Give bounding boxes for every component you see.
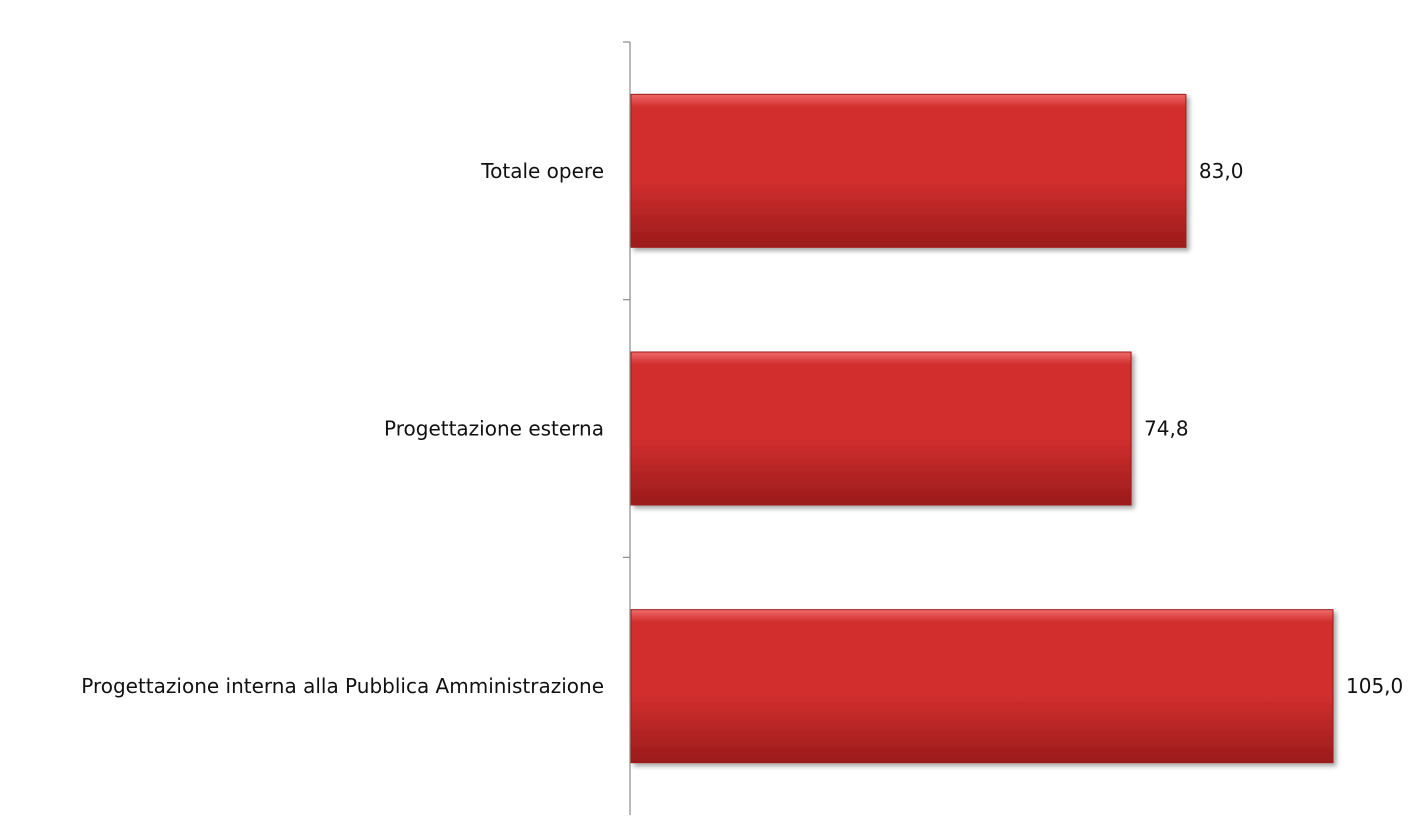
bars-layer [630,93,1334,764]
category-label-2: Progettazione interna alla Pubblica Ammi… [81,674,604,698]
value-label-2: 105,0 [1346,674,1403,698]
bar-1 [630,351,1132,506]
category-axis [623,41,631,815]
category-label-1: Progettazione esterna [384,417,604,441]
labels-layer: Totale opere 83,0 Progettazione esterna 74,… [81,159,1403,698]
value-label-0: 83,0 [1199,159,1244,183]
bar-0 [630,93,1187,248]
value-label-1: 74,8 [1144,417,1189,441]
bar-2 [630,609,1334,764]
category-label-0: Totale opere [480,159,604,183]
